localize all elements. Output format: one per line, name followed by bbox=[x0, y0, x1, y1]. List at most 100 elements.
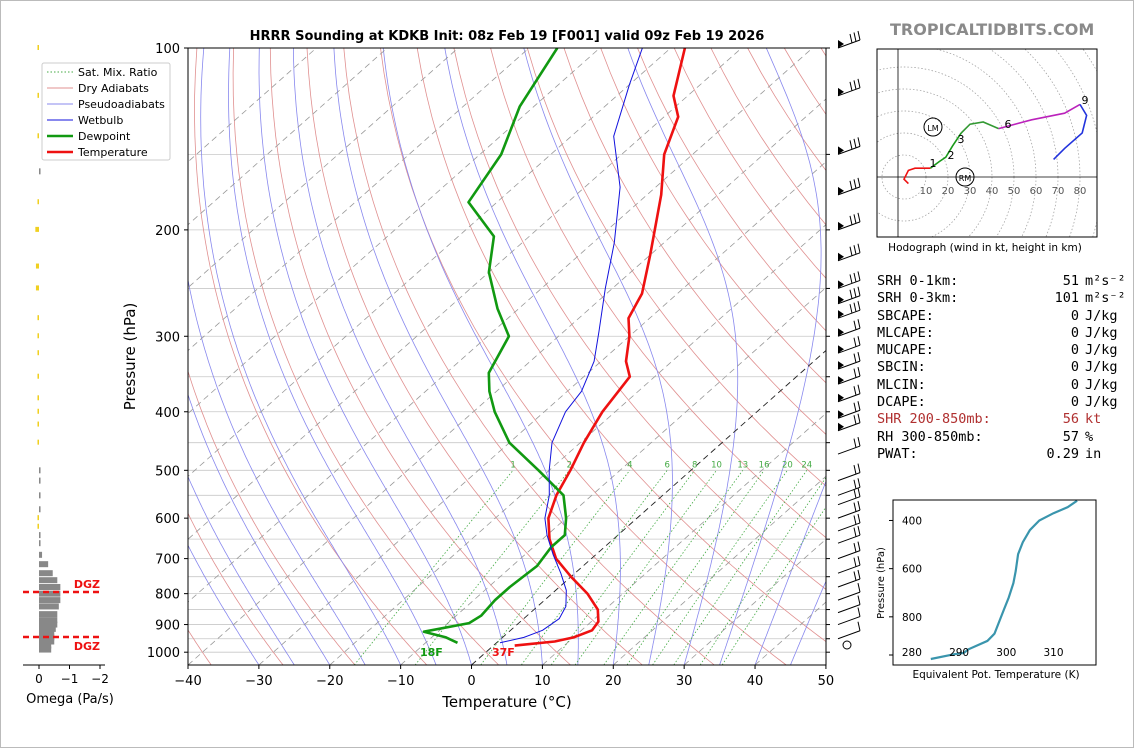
zero-isotherm bbox=[471, 349, 826, 665]
omega-bar bbox=[37, 199, 39, 205]
pseudoadiabat bbox=[719, 48, 822, 665]
wind-barb bbox=[837, 30, 861, 49]
mixing-ratio-label: 20 bbox=[782, 460, 793, 470]
wind-barb bbox=[837, 463, 861, 482]
hodograph-trace bbox=[929, 132, 962, 169]
skewt-panel: 1 2 4 6 8 10 13 16 20 24 30 36100200300400500600700… bbox=[41, 29, 861, 711]
hodograph-tick-label: 40 bbox=[986, 186, 999, 197]
isotherm bbox=[329, 224, 826, 665]
wind-barb bbox=[837, 336, 861, 354]
stat-key: SBCAPE: bbox=[877, 307, 934, 324]
omega-bar bbox=[39, 638, 55, 645]
stat-key: MLCIN: bbox=[877, 376, 926, 393]
mixing-ratio-line bbox=[353, 470, 514, 665]
hodograph-trace bbox=[960, 121, 999, 134]
chart-title: HRRR Sounding at KDKB Init: 08z Feb 19 [… bbox=[250, 29, 765, 44]
wind-barb bbox=[837, 78, 861, 97]
mixing-ratio-label: 6 bbox=[664, 460, 669, 470]
pressure-tick-label: 900 bbox=[155, 619, 180, 634]
mixing-ratio-line bbox=[626, 470, 765, 665]
dry-adiabat bbox=[188, 512, 284, 665]
wind-barb bbox=[837, 583, 861, 601]
wind-barb bbox=[837, 413, 861, 432]
dry-adiabat bbox=[194, 48, 428, 665]
omega-bar bbox=[37, 45, 39, 50]
temperature-tick-label: −30 bbox=[245, 674, 272, 689]
stat-row: PWAT: 0.29 in bbox=[877, 446, 1126, 463]
isotherm bbox=[683, 538, 826, 665]
pseudoadiabat bbox=[258, 48, 472, 665]
stat-unit: kt bbox=[1085, 411, 1102, 428]
pressure-tick-label: 1000 bbox=[147, 646, 180, 661]
temperature-tick-label: −10 bbox=[387, 674, 414, 689]
legend-box bbox=[41, 62, 171, 161]
wind-barb bbox=[837, 286, 861, 305]
hodograph-height-label: 6 bbox=[1005, 118, 1012, 131]
mixing-ratio-line bbox=[574, 470, 717, 665]
temperature-tick-label: −40 bbox=[174, 674, 201, 689]
hodograph-height-label: 2 bbox=[948, 149, 955, 162]
dgz-label: DGZ bbox=[74, 640, 100, 653]
dry-adiabat bbox=[188, 369, 356, 665]
omega-bar bbox=[39, 492, 41, 499]
pseudoadiabat bbox=[754, 480, 826, 665]
stat-value: 51 bbox=[1062, 273, 1079, 289]
stat-row: SBCIN: 0 J/kg bbox=[877, 359, 1126, 376]
omega-bar bbox=[39, 168, 41, 175]
thetae-y-tick-label: 400 bbox=[902, 515, 922, 527]
mixing-ratio-label: 8 bbox=[692, 460, 697, 470]
temperature-tick-label: 30 bbox=[676, 674, 693, 689]
omega-bar bbox=[37, 523, 39, 529]
stat-row: SBCAPE: 0 J/kg bbox=[877, 308, 1126, 325]
wind-barb bbox=[837, 569, 861, 588]
mixing-ratio-label: 1 bbox=[510, 460, 515, 470]
stat-value: 0.29 bbox=[1046, 445, 1079, 462]
hodograph-trace bbox=[998, 103, 1081, 130]
dry-adiabat bbox=[380, 48, 787, 665]
dry-adiabat bbox=[232, 48, 499, 665]
isotherm bbox=[613, 475, 826, 665]
left-mover-marker bbox=[923, 117, 943, 137]
omega-panel: 0 −1 −2 Omega (Pa/s) DGZ DGZ bbox=[23, 45, 114, 707]
omega-bar bbox=[39, 467, 41, 474]
wind-barb bbox=[837, 243, 861, 262]
omega-tick-label: 0 bbox=[35, 672, 43, 686]
mixing-ratio-line bbox=[480, 470, 631, 665]
pressure-tick-label: 800 bbox=[155, 588, 180, 603]
omega-axis-label: Omega (Pa/s) bbox=[26, 692, 114, 707]
dry-adiabat bbox=[563, 48, 826, 436]
mixing-ratio-label: 16 bbox=[759, 460, 770, 470]
pseudoadiabat bbox=[188, 393, 331, 665]
dry-adiabat bbox=[343, 48, 715, 665]
wetbulb-line bbox=[499, 48, 643, 644]
dry-adiabat bbox=[453, 48, 826, 590]
stat-unit: J/kg bbox=[1085, 324, 1118, 341]
stat-unit: J/kg bbox=[1085, 394, 1118, 411]
omega-bar bbox=[37, 350, 39, 356]
pseudoadiabat bbox=[444, 48, 621, 665]
hodograph-tick-label: 80 bbox=[1074, 186, 1087, 197]
mixing-ratio-line bbox=[652, 470, 788, 665]
pressure-tick-label: 600 bbox=[155, 512, 180, 527]
wind-barb bbox=[837, 487, 861, 506]
pressure-tick-label: 300 bbox=[155, 330, 180, 345]
pressure-tick-label: 100 bbox=[155, 42, 180, 57]
mixing-ratio-line bbox=[699, 476, 826, 665]
isotherm bbox=[188, 48, 388, 226]
omega-bar bbox=[39, 603, 59, 610]
stat-row: MLCIN: 0 J/kg bbox=[877, 377, 1126, 394]
wind-barb bbox=[837, 501, 861, 519]
dewpoint-line bbox=[422, 48, 568, 644]
stat-key: DCAPE: bbox=[877, 394, 926, 411]
thetae-x-tick-label: 300 bbox=[996, 647, 1016, 659]
stat-key: RH 300-850mb: bbox=[877, 428, 983, 445]
stat-unit: J/kg bbox=[1085, 359, 1118, 376]
omega-tick-label: −2 bbox=[91, 672, 109, 686]
stat-value: 0 bbox=[1070, 307, 1079, 324]
omega-bar bbox=[39, 630, 55, 637]
pseudoadiabat bbox=[627, 48, 739, 665]
isotherm bbox=[188, 48, 459, 289]
omega-bar bbox=[35, 226, 39, 232]
thetae-x-label: Equivalent Pot. Temperature (K) bbox=[912, 669, 1079, 681]
omega-bar bbox=[37, 373, 39, 379]
